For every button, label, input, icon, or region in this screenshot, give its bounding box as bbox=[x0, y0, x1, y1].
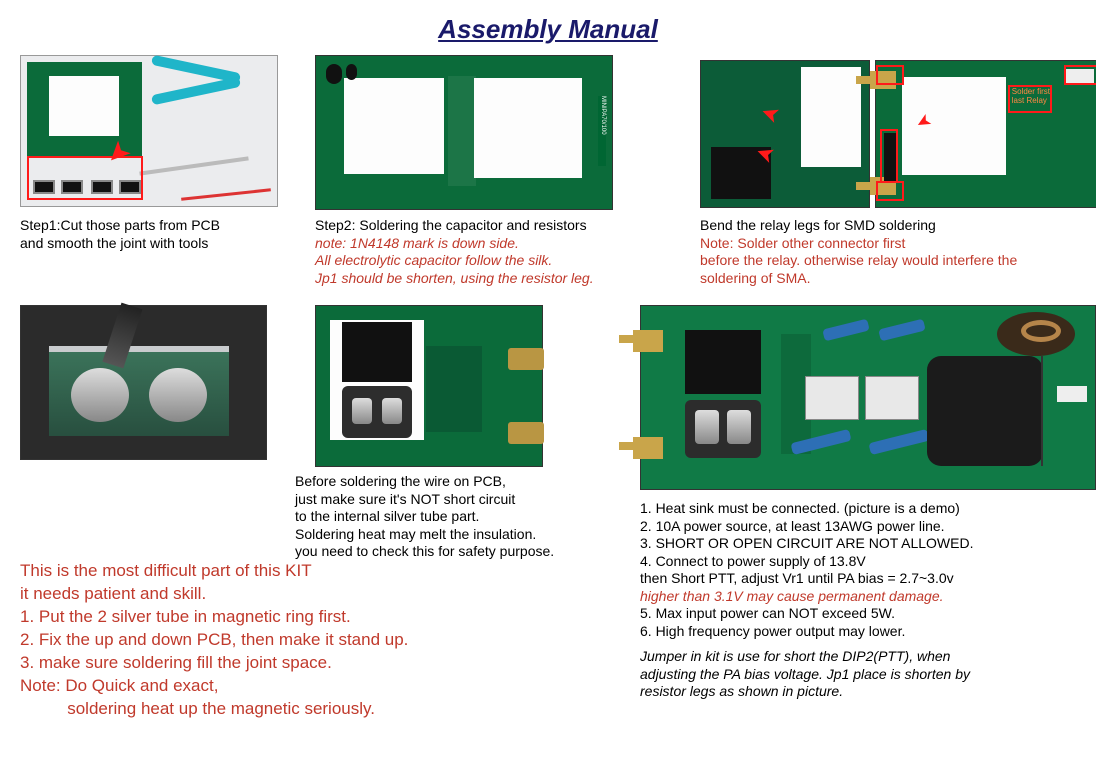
wire-l3: to the internal silver tube part. bbox=[295, 508, 635, 526]
step1-line2: and smooth the joint with tools bbox=[20, 235, 310, 253]
final-foot3: resistor legs as shown in picture. bbox=[640, 683, 1096, 701]
step3-note1: Note: Solder other connector first bbox=[700, 235, 1096, 253]
wire-l2: just make sure it's NOT short circuit bbox=[295, 491, 635, 509]
red-l2: it needs patient and skill. bbox=[20, 583, 580, 606]
difficulty-warning: This is the most difficult part of this … bbox=[20, 560, 580, 721]
final-l7: 5. Max input power can NOT exceed 5W. bbox=[640, 605, 1096, 623]
final-l3: 3. SHORT OR OPEN CIRCUIT ARE NOT ALLOWED… bbox=[640, 535, 1096, 553]
step3-note2: before the relay. otherwise relay would … bbox=[700, 252, 1096, 270]
image-step3-relay-bend: ➤ ➤ bbox=[700, 60, 870, 208]
caption-step2: Step2: Soldering the capacitor and resis… bbox=[315, 217, 710, 287]
step2-note1: note: 1N4148 mark is down side. bbox=[315, 235, 710, 253]
red-l7: soldering heat up the magnetic seriously… bbox=[20, 698, 580, 721]
red-l5: 3. make sure soldering fill the joint sp… bbox=[20, 652, 580, 675]
final-foot1: Jumper in kit is use for short the DIP2(… bbox=[640, 648, 1096, 666]
image-step2-pcb-solder: MINIPA70/100 bbox=[315, 55, 613, 210]
red-l1: This is the most difficult part of this … bbox=[20, 560, 580, 583]
final-l2: 2. 10A power source, at least 13AWG powe… bbox=[640, 518, 1096, 536]
step2-note2: All electrolytic capacitor follow the si… bbox=[315, 252, 710, 270]
final-l4: 4. Connect to power supply of 13.8V bbox=[640, 553, 1096, 571]
wire-l1: Before soldering the wire on PCB, bbox=[295, 473, 635, 491]
caption-step1: Step1:Cut those parts from PCB and smoot… bbox=[20, 217, 310, 252]
image-final-assembly bbox=[640, 305, 1096, 490]
step2-note3: Jp1 should be shorten, using the resisto… bbox=[315, 270, 710, 288]
red-l6: Note: Do Quick and exact, bbox=[20, 675, 580, 698]
pcb-label: MINIPA70/100 bbox=[598, 96, 606, 166]
caption-step3: Bend the relay legs for SMD soldering No… bbox=[700, 217, 1096, 287]
final-foot2: adjusting the PA bias voltage. Jp1 place… bbox=[640, 666, 1096, 684]
final-l8: 6. High frequency power output may lower… bbox=[640, 623, 1096, 641]
caption-wire-check: Before soldering the wire on PCB, just m… bbox=[295, 473, 635, 561]
step3-caption: Bend the relay legs for SMD soldering bbox=[700, 217, 1096, 235]
step2-caption: Step2: Soldering the capacitor and resis… bbox=[315, 217, 710, 235]
image-step1-cut-parts: ➤ bbox=[20, 55, 278, 207]
red-l3: 1. Put the 2 silver tube in magnetic rin… bbox=[20, 606, 580, 629]
final-notes: 1. Heat sink must be connected. (picture… bbox=[640, 500, 1096, 701]
image-step3-connectors: Solder firstlast Relay ➤ bbox=[875, 60, 1096, 208]
wire-l5: you need to check this for safety purpos… bbox=[295, 543, 635, 561]
final-l5: then Short PTT, adjust Vr1 until PA bias… bbox=[640, 570, 1096, 588]
final-l6: higher than 3.1V may cause permanent dam… bbox=[640, 588, 1096, 606]
step3-note3: soldering of SMA. bbox=[700, 270, 1096, 288]
step1-line1: Step1:Cut those parts from PCB bbox=[20, 217, 310, 235]
final-l1: 1. Heat sink must be connected. (picture… bbox=[640, 500, 1096, 518]
image-solder-closeup bbox=[20, 305, 267, 460]
page-title: Assembly Manual bbox=[0, 0, 1096, 55]
wire-l4: Soldering heat may melt the insulation. bbox=[295, 526, 635, 544]
red-l4: 2. Fix the up and down PCB, then make it… bbox=[20, 629, 580, 652]
image-transformer-sma bbox=[315, 305, 543, 467]
